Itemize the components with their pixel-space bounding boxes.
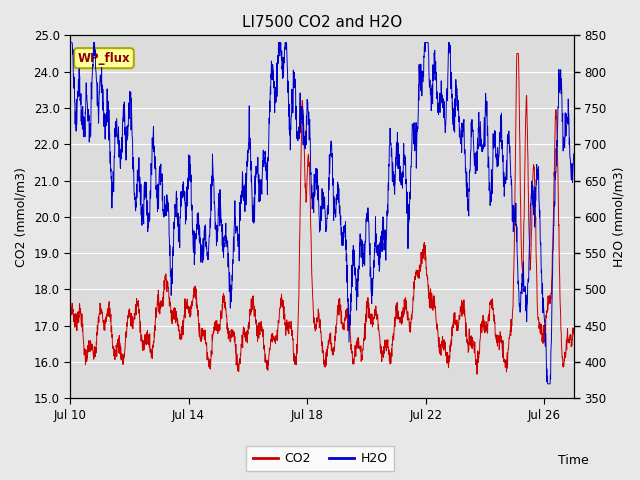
- Text: Time: Time: [558, 454, 589, 467]
- Text: WP_flux: WP_flux: [77, 52, 131, 65]
- Legend: CO2, H2O: CO2, H2O: [246, 446, 394, 471]
- Y-axis label: CO2 (mmol/m3): CO2 (mmol/m3): [15, 167, 28, 267]
- Y-axis label: H2O (mmol/m3): H2O (mmol/m3): [612, 167, 625, 267]
- Title: LI7500 CO2 and H2O: LI7500 CO2 and H2O: [242, 15, 402, 30]
